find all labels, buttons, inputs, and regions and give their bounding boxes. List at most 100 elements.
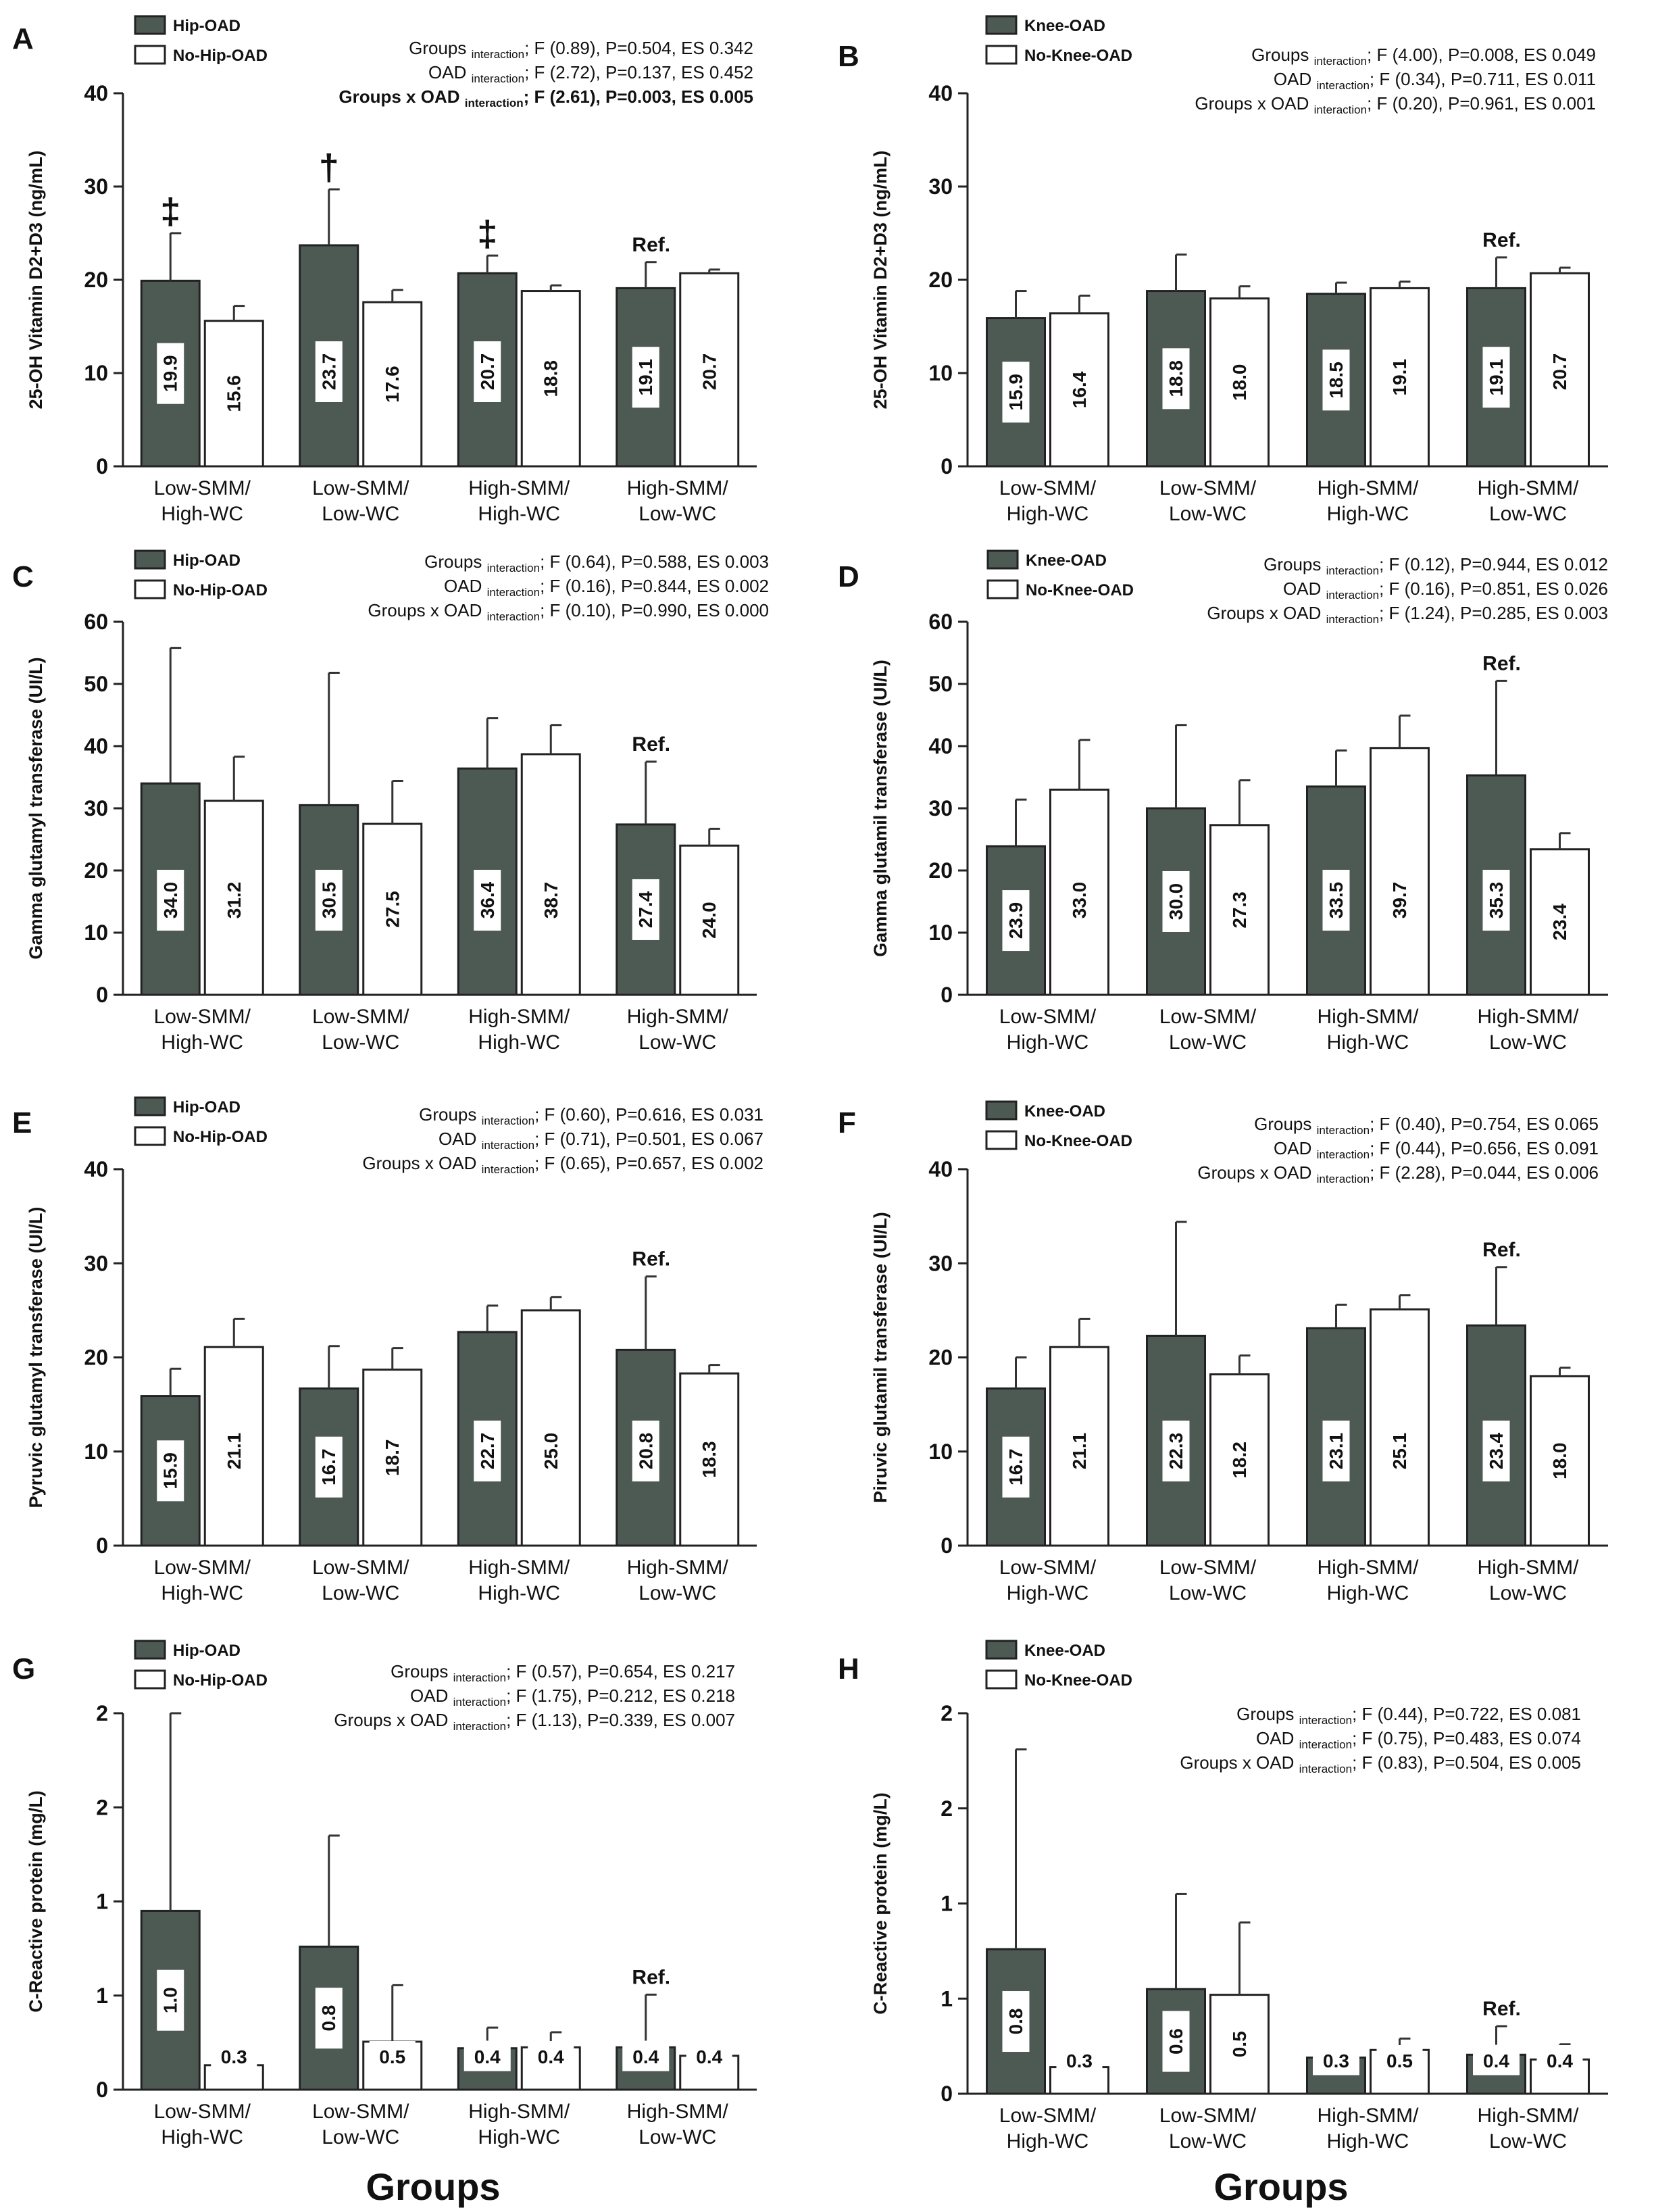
legend-swatch <box>985 1669 1018 1690</box>
y-axis-label: Piruvic glutamil transferase (UI/L) <box>870 1212 891 1503</box>
x-axis-title: Groups <box>1213 2165 1348 2208</box>
data-label: 16.7 <box>1002 1436 1030 1498</box>
stats-line: Groups interaction; F (4.00), P=0.008, E… <box>1251 45 1596 68</box>
data-label-text: 19.1 <box>635 359 656 396</box>
y-tick-label: 20 <box>928 268 953 292</box>
data-label-box <box>528 2041 574 2071</box>
significance-marker: † <box>319 147 339 188</box>
data-label: 0.4 <box>528 2041 574 2071</box>
legend-swatch <box>134 549 166 570</box>
data-label-text: 18.0 <box>1549 1442 1570 1479</box>
data-label-box <box>1162 348 1190 410</box>
panel-g: G C-Reactive protein (mg/L) 0 1 1 2 2 1.0 0.3 Low… <box>12 1640 757 2208</box>
x-tick-label: Low-WC <box>322 2126 399 2148</box>
stats-line: Groups x OAD interaction; F (1.24), P=0.… <box>1207 603 1608 626</box>
data-label-box <box>1482 347 1510 408</box>
data-label: 18.3 <box>695 1429 723 1490</box>
data-label: 24.0 <box>695 889 723 951</box>
data-label: 15.6 <box>220 363 248 424</box>
data-label-text: 0.3 <box>1066 2050 1093 2071</box>
ref-label: Ref. <box>1482 1239 1521 1261</box>
data-label-text: 15.9 <box>160 1452 181 1490</box>
x-tick-label: Low-SMM/ <box>1159 1556 1257 1579</box>
data-label: 0.4 <box>686 2041 732 2071</box>
data-label-text: 18.8 <box>541 360 561 397</box>
stats-line: OAD interaction; F (1.75), P=0.212, ES 0… <box>410 1686 735 1709</box>
data-label: 39.7 <box>1386 870 1413 931</box>
data-label: 35.3 <box>1482 870 1510 931</box>
x-tick-label: Low-SMM/ <box>312 1006 409 1028</box>
data-label: 31.2 <box>220 870 248 931</box>
x-tick-label: High-SMM/ <box>627 1556 729 1579</box>
data-label-box <box>1322 1421 1350 1481</box>
data-label: 33.0 <box>1066 870 1093 931</box>
legend-swatch <box>985 1130 1018 1150</box>
data-label-text: 0.3 <box>221 2046 247 2067</box>
y-tick-label: 40 <box>928 1157 953 1181</box>
data-label-box <box>1322 870 1350 931</box>
data-label-text: 24.0 <box>699 902 720 939</box>
panel-letter: F <box>838 1106 856 1139</box>
y-axis-label: Gamma glutamyl transferase (UI/L) <box>26 657 46 959</box>
y-tick-label: 40 <box>84 734 108 758</box>
x-tick-label: Low-SMM/ <box>312 477 409 499</box>
significance-marker: ‡ <box>477 214 497 254</box>
x-tick-label: High-SMM/ <box>627 477 729 499</box>
x-tick-label: High-SMM/ <box>1317 1556 1419 1579</box>
data-label-text: 20.7 <box>1549 353 1570 391</box>
data-label-box <box>1482 1421 1510 1481</box>
data-label-box <box>1386 870 1413 931</box>
y-tick-label: 60 <box>928 610 953 634</box>
data-label: 1.0 <box>157 1969 184 2031</box>
data-label-box <box>315 870 343 931</box>
data-label-box <box>1066 1421 1093 1481</box>
data-label: 33.5 <box>1322 870 1350 931</box>
data-label-text: 15.9 <box>1005 374 1026 411</box>
data-label-text: 25.0 <box>541 1433 561 1470</box>
x-tick-label: High-WC <box>161 1582 243 1604</box>
y-tick-label: 0 <box>941 1533 953 1558</box>
ref-label: Ref. <box>632 1248 670 1271</box>
data-label-text: 23.4 <box>1549 904 1570 941</box>
data-label-box <box>622 2040 670 2071</box>
x-tick-label: High-WC <box>1327 1582 1409 1604</box>
data-label-box <box>1376 2045 1423 2075</box>
x-tick-label: High-SMM/ <box>1477 477 1579 499</box>
y-tick-label: 20 <box>84 268 108 292</box>
data-label-text: 16.7 <box>1005 1448 1026 1485</box>
data-label: 23.7 <box>315 341 343 402</box>
legend-swatch <box>134 579 166 599</box>
legend-swatch <box>134 1640 166 1660</box>
data-label: 30.0 <box>1162 871 1190 932</box>
data-label-text: 20.7 <box>699 353 720 391</box>
x-tick-label: Low-SMM/ <box>154 1556 251 1579</box>
legend-swatch <box>986 579 1019 599</box>
data-label: 19.1 <box>632 347 659 408</box>
stats-line: Groups x OAD interaction; F (1.13), P=0.… <box>334 1710 735 1733</box>
data-label-text: 22.7 <box>477 1433 498 1470</box>
stats-line: Groups interaction; F (0.12), P=0.944, E… <box>1263 554 1608 577</box>
x-tick-label: Low-SMM/ <box>154 2100 251 2123</box>
y-axis-label: 25-OH Vitamin D2+D3 (ng/mL) <box>26 151 46 410</box>
y-tick-label: 60 <box>84 610 108 634</box>
x-tick-label: Low-SMM/ <box>312 2100 409 2123</box>
y-tick-label: 0 <box>96 2078 108 2102</box>
ref-label: Ref. <box>1482 229 1521 251</box>
data-label-box <box>1322 349 1350 411</box>
data-label-box <box>1546 891 1574 953</box>
panel-letter: C <box>12 560 34 593</box>
x-tick-label: High-WC <box>161 503 243 525</box>
data-label: 23.4 <box>1546 891 1574 953</box>
data-label-text: 0.5 <box>1386 2050 1413 2071</box>
data-label-box <box>1162 871 1190 932</box>
data-label: 21.1 <box>220 1421 248 1481</box>
data-label-text: 18.5 <box>1326 362 1347 399</box>
x-tick-label: High-SMM/ <box>1477 2105 1579 2127</box>
data-label-box <box>220 1421 248 1481</box>
data-label-text: 38.7 <box>541 882 561 919</box>
y-tick-label: 0 <box>941 983 953 1007</box>
data-label-text: 0.5 <box>379 2046 405 2067</box>
data-label-box <box>1002 362 1030 423</box>
legend-label: No-Hip-OAD <box>173 581 268 599</box>
